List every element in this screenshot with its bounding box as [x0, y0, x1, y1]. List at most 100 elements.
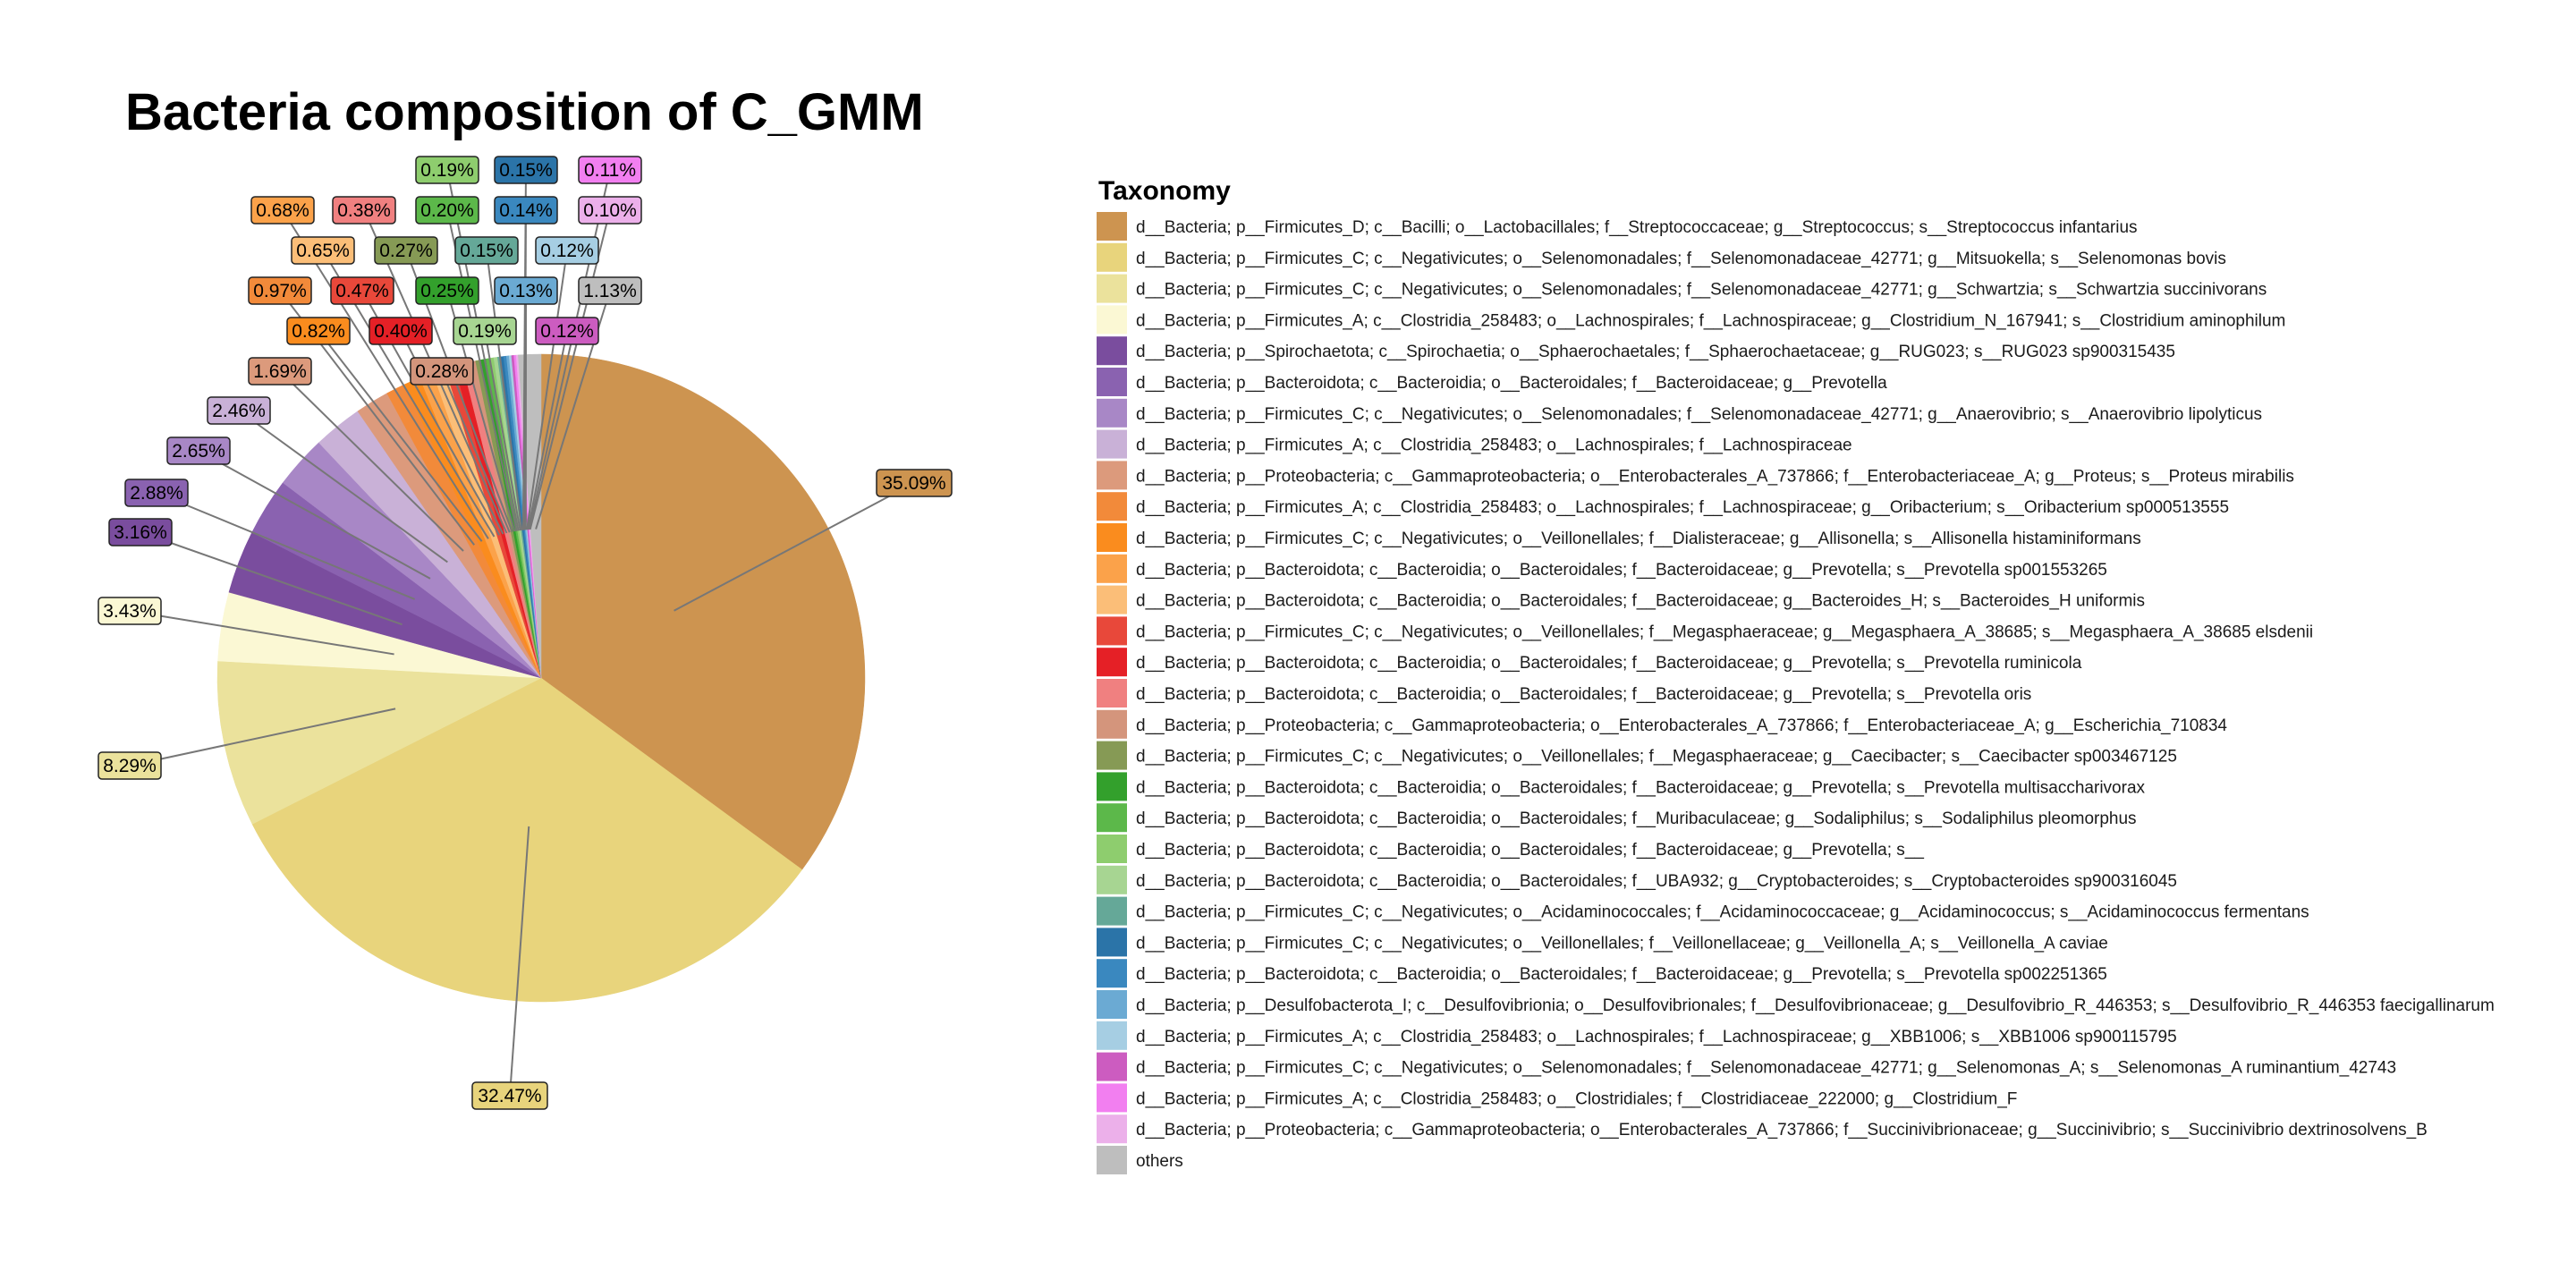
- slice-value-label: 0.20%: [415, 196, 479, 225]
- slice-value-label: 0.38%: [332, 196, 396, 225]
- slice-value-label: 32.47%: [471, 1081, 548, 1110]
- label-leader-line: [526, 250, 568, 530]
- slice-value-label: 0.19%: [415, 156, 479, 184]
- value-label-text: 0.28%: [415, 361, 469, 382]
- value-label-box: [415, 276, 479, 305]
- legend-label: d__Bacteria; p__Firmicutes_A; c__Clostri…: [1136, 436, 1852, 455]
- legend: Taxonomy d__Bacteria; p__Firmicutes_D; c…: [1097, 176, 2495, 1174]
- legend-item: d__Bacteria; p__Spirochaetota; c__Spiroc…: [1097, 336, 2175, 366]
- legend-label: d__Bacteria; p__Desulfobacterota_I; c__D…: [1136, 996, 2495, 1015]
- legend-label: d__Bacteria; p__Spirochaetota; c__Spiroc…: [1136, 343, 2175, 361]
- value-label-box: [578, 276, 642, 305]
- slice-value-label: 0.82%: [286, 317, 351, 345]
- label-leader-line: [446, 169, 520, 531]
- slice-value-label: 0.47%: [330, 276, 394, 305]
- legend-label: d__Bacteria; p__Bacteroidota; c__Bactero…: [1136, 561, 2107, 580]
- legend-label: d__Bacteria; p__Firmicutes_A; c__Clostri…: [1136, 1089, 2017, 1108]
- legend-label: d__Bacteria; p__Proteobacteria; c__Gamma…: [1136, 1121, 2428, 1140]
- legend-label: d__Bacteria; p__Firmicutes_C; c__Negativ…: [1136, 405, 2262, 424]
- value-label-box: [494, 156, 558, 184]
- legend-label: d__Bacteria; p__Firmicutes_C; c__Negativ…: [1136, 903, 2309, 922]
- slice-value-label: 0.12%: [535, 236, 599, 265]
- value-label-text: 0.15%: [460, 241, 513, 261]
- slice-value-label: 0.65%: [291, 236, 355, 265]
- slice-value-label: 2.88%: [124, 479, 189, 507]
- legend-swatch: [1097, 554, 1127, 583]
- legend-label: d__Bacteria; p__Firmicutes_A; c__Clostri…: [1136, 311, 2285, 330]
- legend-label: d__Bacteria; p__Firmicutes_C; c__Negativ…: [1136, 623, 2313, 641]
- legend-item: d__Bacteria; p__Bacteroidota; c__Bactero…: [1097, 368, 1887, 396]
- legend-swatch: [1097, 1021, 1127, 1050]
- slice-value-labels: 35.09% 32.47% 8.29% 3.43% 3.16% 2.88% 2.65% 2.4…: [97, 156, 953, 1110]
- label-leader-line: [674, 482, 915, 612]
- label-leader-line: [156, 492, 416, 600]
- legend-item: d__Bacteria; p__Firmicutes_D; c__Bacilli…: [1097, 212, 2138, 241]
- legend-label: others: [1136, 1152, 1183, 1171]
- legend-item: d__Bacteria; p__Firmicutes_C; c__Negativ…: [1097, 274, 2267, 303]
- legend-label: d__Bacteria; p__Bacteroidota; c__Bactero…: [1136, 592, 2145, 611]
- legend-swatch: [1097, 585, 1127, 614]
- legend-label: d__Bacteria; p__Firmicutes_C; c__Negativ…: [1136, 934, 2108, 953]
- value-label-box: [876, 469, 953, 497]
- slice-value-label: 3.43%: [97, 597, 162, 625]
- legend-swatch: [1097, 242, 1127, 272]
- legend-item: d__Bacteria; p__Firmicutes_A; c__Clostri…: [1097, 1083, 2017, 1113]
- value-label-text: 3.16%: [114, 522, 167, 543]
- value-label-text: 0.13%: [499, 281, 553, 301]
- slice-value-label: 0.25%: [415, 276, 479, 305]
- legend-swatch: [1097, 523, 1127, 552]
- value-label-text: 0.65%: [296, 241, 350, 261]
- value-label-text: 0.82%: [292, 321, 345, 342]
- legend-item: d__Bacteria; p__Bacteroidota; c__Bactero…: [1097, 865, 2177, 894]
- value-label-box: [494, 196, 558, 225]
- value-label-text: 0.47%: [335, 281, 389, 301]
- label-leader-line: [279, 370, 464, 552]
- legend-swatch: [1097, 1146, 1127, 1174]
- value-label-box: [108, 518, 173, 547]
- legend-item: d__Bacteria; p__Bacteroidota; c__Bactero…: [1097, 835, 1924, 863]
- legend-item: d__Bacteria; p__Firmicutes_A; c__Clostri…: [1097, 1021, 2177, 1050]
- value-label-box: [291, 236, 355, 265]
- value-label-box: [97, 597, 162, 625]
- slice-value-label: 0.15%: [494, 156, 558, 184]
- value-label-text: 2.46%: [212, 401, 266, 421]
- value-label-text: 1.13%: [583, 281, 637, 301]
- value-label-box: [494, 276, 558, 305]
- legend-label: d__Bacteria; p__Bacteroidota; c__Bactero…: [1136, 872, 2177, 891]
- value-label-box: [330, 276, 394, 305]
- slice-value-label: 0.40%: [369, 317, 433, 345]
- value-label-box: [166, 436, 231, 465]
- legend-item: d__Bacteria; p__Firmicutes_C; c__Negativ…: [1097, 616, 2313, 646]
- value-label-text: 2.88%: [130, 483, 183, 504]
- slice-value-label: 8.29%: [97, 751, 162, 780]
- legend-label: d__Bacteria; p__Firmicutes_A; c__Clostri…: [1136, 1028, 2177, 1046]
- label-leader-line: [484, 330, 521, 531]
- slice-value-label: 2.46%: [207, 396, 271, 425]
- value-label-text: 8.29%: [103, 756, 157, 776]
- legend-item: d__Bacteria; p__Bacteroidota; c__Bactero…: [1097, 585, 2145, 614]
- legend-swatch: [1097, 274, 1127, 303]
- slice-value-label: 0.10%: [578, 196, 642, 225]
- legend-swatch: [1097, 772, 1127, 801]
- value-label-box: [207, 396, 271, 425]
- legend-swatch: [1097, 803, 1127, 833]
- value-label-box: [453, 317, 517, 345]
- value-label-box: [415, 156, 479, 184]
- slice-value-label: 2.65%: [166, 436, 231, 465]
- label-leader-line: [441, 370, 511, 533]
- value-label-box: [578, 196, 642, 225]
- value-label-text: 35.09%: [882, 473, 945, 494]
- value-label-text: 0.19%: [420, 160, 474, 181]
- legend-title: Taxonomy: [1098, 176, 1231, 206]
- legend-item: d__Bacteria; p__Firmicutes_C; c__Negativ…: [1097, 398, 2262, 428]
- value-label-text: 2.65%: [172, 441, 225, 462]
- legend-swatch: [1097, 461, 1127, 490]
- label-leader-line: [318, 330, 483, 542]
- legend-label: d__Bacteria; p__Firmicutes_D; c__Bacilli…: [1136, 218, 2138, 237]
- legend-label: d__Bacteria; p__Proteobacteria; c__Gamma…: [1136, 716, 2227, 735]
- slice-value-label: 1.13%: [578, 276, 642, 305]
- label-leader-line: [509, 826, 530, 1097]
- label-leader-line: [129, 708, 396, 767]
- legend-item: d__Bacteria; p__Firmicutes_C; c__Negativ…: [1097, 896, 2309, 926]
